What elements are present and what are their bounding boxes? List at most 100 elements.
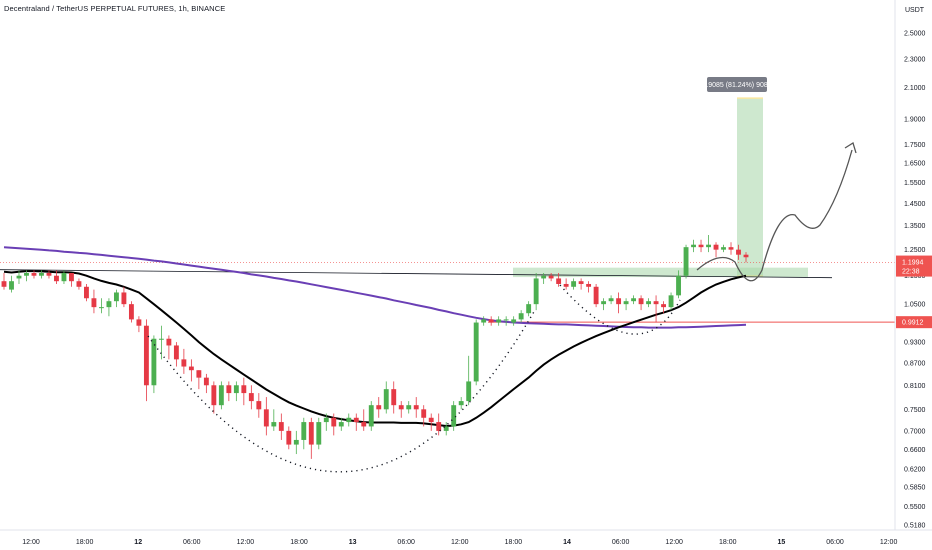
- candle-body: [188, 366, 194, 371]
- y-tick-label: 1.5500: [904, 180, 926, 187]
- candle-body: [293, 439, 299, 445]
- x-tick-label: 13: [349, 539, 357, 546]
- candle-body: [533, 278, 539, 305]
- candle-body: [1, 281, 7, 287]
- y-tick-label: 0.6600: [904, 447, 926, 454]
- candle-body: [69, 273, 74, 282]
- candle-body: [39, 273, 44, 276]
- x-tick-label: 18:00: [505, 539, 523, 546]
- ma-slow-line: [3, 246, 747, 329]
- candle-body: [46, 273, 52, 276]
- chart-title: Decentraland / TetherUS PERPETUAL FUTURE…: [4, 4, 226, 13]
- candle-body: [16, 275, 22, 279]
- candle-body: [391, 389, 397, 406]
- candle-body: [368, 405, 374, 427]
- candle-body: [601, 301, 607, 305]
- y-tick-label: 1.9000: [904, 116, 926, 123]
- y-tick-label: 0.8100: [904, 383, 926, 390]
- x-tick-label: 06:00: [183, 539, 201, 546]
- candle-body: [308, 422, 314, 445]
- y-tick-label: 1.2500: [904, 247, 926, 254]
- x-tick-label: 14: [563, 539, 571, 546]
- y-tick-label: 1.7500: [904, 142, 926, 149]
- candle-body: [458, 401, 464, 406]
- support-label: 0.9912: [902, 320, 924, 327]
- y-axis[interactable]: USDT 2.5000 2.3000 2.1000 1.9000 1.7500 1.6500…: [894, 0, 932, 530]
- candle-body: [668, 295, 674, 308]
- current-price-badge: [896, 255, 932, 277]
- x-tick-label: 12: [134, 539, 142, 546]
- x-tick-label: 06:00: [612, 539, 630, 546]
- lines-layer: [0, 246, 895, 428]
- candle-body: [451, 405, 457, 427]
- candle-body: [518, 313, 524, 320]
- candle-body: [563, 283, 569, 287]
- cup-curve-big: [147, 309, 536, 473]
- candle-body: [24, 273, 29, 276]
- candle-body: [98, 307, 104, 309]
- y-tick-label: 0.9300: [904, 340, 926, 347]
- candle-body: [623, 301, 629, 305]
- candle-body: [128, 304, 134, 320]
- x-tick-label: 18:00: [76, 539, 94, 546]
- candle-body: [676, 275, 681, 296]
- x-tick-label: 06:00: [826, 539, 844, 546]
- candle-body: [443, 426, 449, 431]
- x-tick-label: 06:00: [397, 539, 415, 546]
- candle-body: [428, 417, 434, 423]
- candle-body: [61, 273, 67, 282]
- x-axis[interactable]: 12:00 18:00 12 06:00 12:00 18:00 13 06:00 12:00 1…: [0, 529, 932, 546]
- candle-body: [496, 319, 502, 323]
- current-price-label: 1.1994: [902, 260, 924, 267]
- candle-body: [166, 338, 172, 346]
- candle-body: [661, 304, 666, 308]
- candle-body: [721, 247, 726, 250]
- candle-body: [84, 286, 89, 299]
- candle-body: [346, 417, 352, 423]
- candle-body: [203, 377, 209, 386]
- candle-body: [121, 292, 127, 305]
- breakout-zone: [513, 267, 808, 278]
- countdown-label: 22:38: [902, 269, 920, 276]
- y-tick-label: 2.3000: [904, 57, 926, 64]
- candle-body: [556, 278, 562, 284]
- measure-label: 0.9085 (81.24%) 9085: [702, 82, 771, 89]
- y-tick-label: 1.4500: [904, 201, 926, 208]
- candles-layer: [1, 234, 749, 459]
- x-tick-label: 12:00: [880, 539, 898, 546]
- candle-body: [398, 405, 404, 410]
- candle-body: [631, 298, 637, 302]
- candle-body: [9, 281, 14, 290]
- candle-body: [181, 359, 187, 367]
- projection-path: [696, 149, 853, 282]
- x-tick-label: 12:00: [451, 539, 469, 546]
- y-tick-label: 0.7500: [904, 407, 926, 414]
- y-tick-label: 0.5180: [904, 523, 926, 530]
- candle-body: [54, 275, 59, 282]
- candle-body: [736, 249, 741, 255]
- candle-body: [586, 283, 592, 287]
- candle-body: [548, 275, 554, 279]
- candle-body: [196, 370, 202, 378]
- candle-body: [113, 292, 119, 302]
- candle-body: [713, 244, 719, 250]
- candle-body: [511, 319, 517, 323]
- candle-body: [76, 281, 82, 287]
- candle-body: [728, 247, 734, 250]
- candle-body: [578, 281, 584, 284]
- candle-body: [31, 273, 37, 276]
- candle-body: [361, 422, 367, 427]
- cup-curve-small: [559, 284, 681, 335]
- candle-body: [413, 405, 419, 410]
- candle-body: [248, 393, 254, 402]
- candle-body: [526, 304, 532, 314]
- x-tick-label: 18:00: [719, 539, 737, 546]
- y-tick-label: 1.6500: [904, 160, 926, 167]
- candle-body: [683, 247, 689, 276]
- candle-body: [541, 275, 547, 279]
- candle-body: [338, 422, 344, 427]
- y-tick-label: 1.3500: [904, 223, 926, 230]
- candle-body: [466, 381, 472, 402]
- candle-body: [91, 298, 97, 308]
